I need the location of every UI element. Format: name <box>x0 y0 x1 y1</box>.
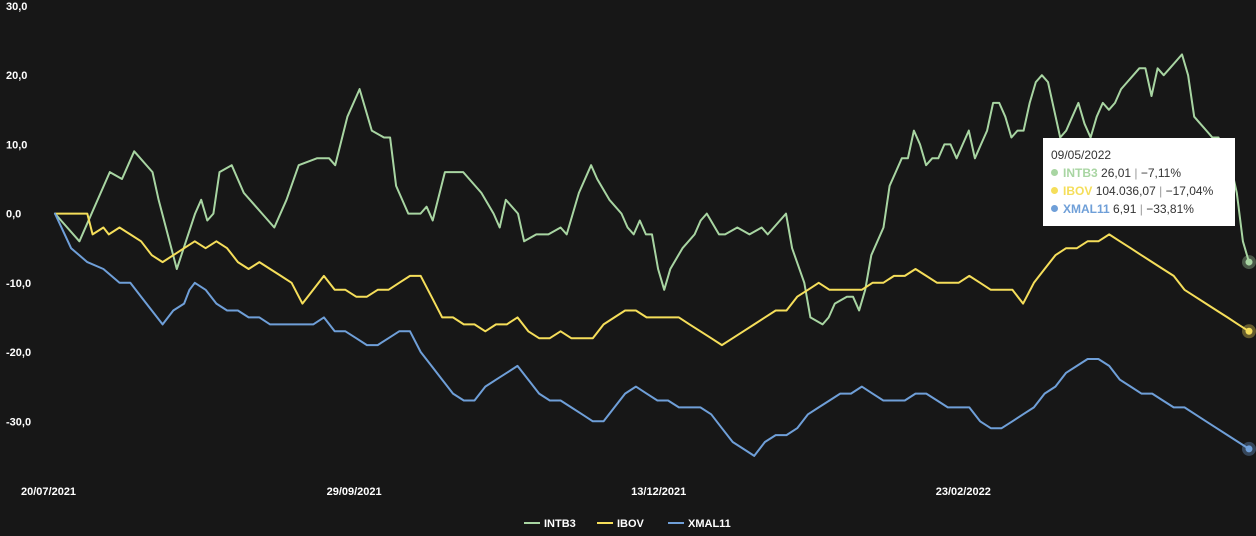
series-line-intb3 <box>54 53 1250 326</box>
intb3-dot-icon <box>1051 169 1058 176</box>
ibov-dot-icon <box>1051 187 1058 194</box>
legend: INTB3 IBOV XMAL11 <box>524 518 731 530</box>
x-axis-ticks: 20/07/2021 29/09/2021 13/12/2021 23/02/2022 <box>21 486 991 498</box>
tooltip-price: 104.036,07 <box>1095 184 1156 198</box>
tooltip-date: 09/05/2022 <box>1051 148 1112 162</box>
x-tick-label: 23/02/2022 <box>936 486 991 498</box>
y-tick-label: 30,0 <box>6 1 27 13</box>
y-tick-label: -30,0 <box>6 416 31 428</box>
tooltip: 09/05/2022 INTB3 26,01 | −7,11% IBOV 104… <box>1043 138 1235 226</box>
legend-label-ibov[interactable]: IBOV <box>617 518 645 530</box>
legend-label-intb3[interactable]: INTB3 <box>544 518 576 530</box>
y-tick-label: -20,0 <box>6 347 31 359</box>
tooltip-separator: | <box>1159 184 1163 198</box>
tooltip-price: 26,01 <box>1101 166 1132 180</box>
tooltip-row-xmal11: XMAL11 6,91 | −33,81% <box>1051 200 1227 218</box>
legend-label-xmal11[interactable]: XMAL11 <box>688 518 731 530</box>
x-tick-label: 13/12/2021 <box>631 486 686 498</box>
tooltip-change: −7,11% <box>1140 166 1182 180</box>
end-marker-xmal11 <box>1245 445 1253 453</box>
xmal11-dot-icon <box>1051 205 1058 212</box>
tooltip-row-intb3: INTB3 26,01 | −7,11% <box>1051 164 1227 182</box>
end-markers <box>1242 255 1256 456</box>
tooltip-series-name: INTB3 <box>1063 166 1098 180</box>
tooltip-series-name: IBOV <box>1063 184 1093 198</box>
y-tick-label: 10,0 <box>6 139 27 151</box>
tooltip-row-ibov: IBOV 104.036,07 | −17,04% <box>1051 182 1227 200</box>
y-tick-label: 0,0 <box>6 209 21 221</box>
tooltip-separator: | <box>1139 202 1143 216</box>
series-lines <box>54 53 1250 457</box>
tooltip-series-name: XMAL11 <box>1063 202 1110 216</box>
tooltip-change: −33,81% <box>1146 202 1194 216</box>
series-line-ibov <box>54 212 1250 347</box>
tooltip-change: −17,04% <box>1165 184 1214 198</box>
end-marker-intb3 <box>1245 258 1253 266</box>
end-marker-ibov <box>1245 327 1253 335</box>
y-axis-ticks: 30,0 20,0 10,0 0,0 -10,0 -20,0 -30,0 <box>6 1 31 428</box>
series-line-xmal11 <box>54 212 1250 457</box>
x-tick-label: 20/07/2021 <box>21 486 76 498</box>
tooltip-price: 6,91 <box>1113 202 1137 216</box>
x-tick-label: 29/09/2021 <box>327 486 382 498</box>
tooltip-separator: | <box>1134 166 1138 180</box>
y-tick-label: 20,0 <box>6 70 27 82</box>
y-tick-label: -10,0 <box>6 278 31 290</box>
